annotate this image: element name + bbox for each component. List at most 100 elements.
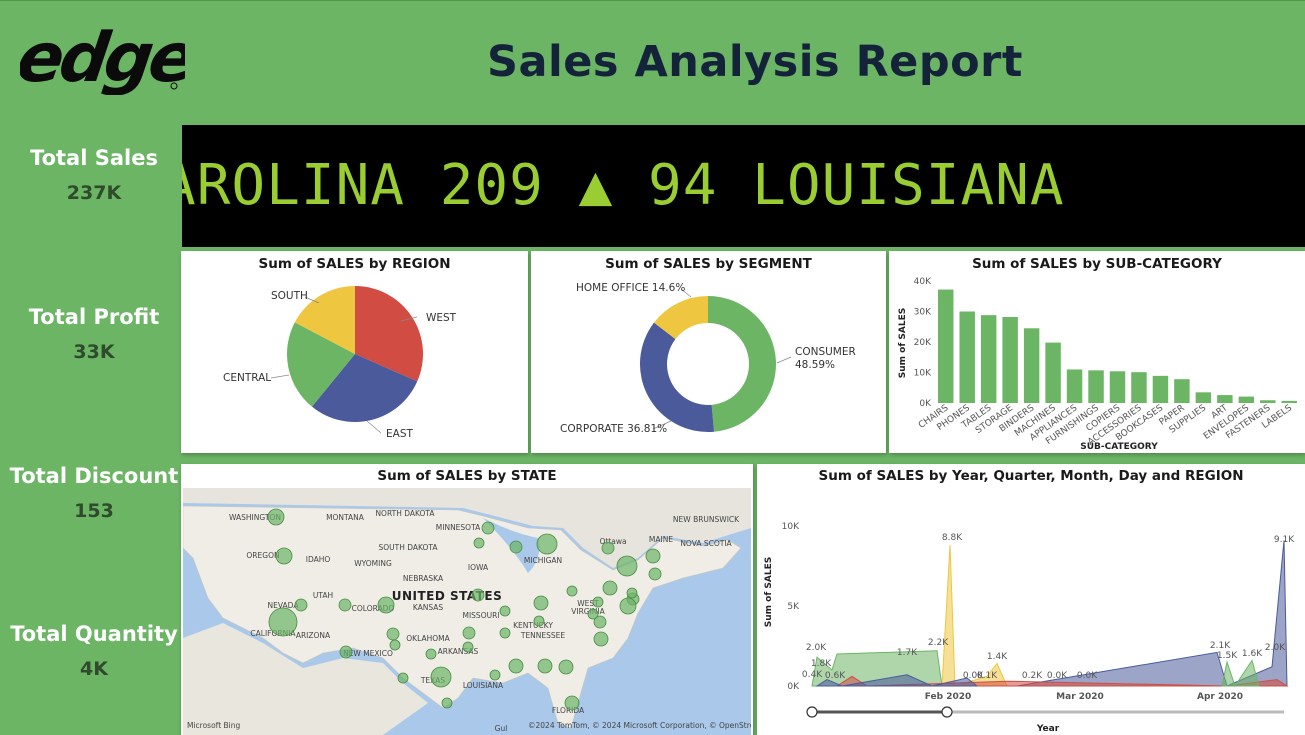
state-bubble[interactable] bbox=[471, 588, 485, 602]
bar-furnishings[interactable] bbox=[1088, 370, 1104, 403]
bar-binders[interactable] bbox=[1023, 328, 1040, 403]
state-bubble[interactable] bbox=[587, 608, 599, 620]
state-bubble[interactable] bbox=[481, 521, 495, 535]
bar-machines[interactable] bbox=[1045, 342, 1061, 403]
area-series[interactable] bbox=[1221, 659, 1260, 688]
state-bubble[interactable] bbox=[601, 541, 615, 555]
bar-envelopes[interactable] bbox=[1238, 396, 1255, 403]
segment-donut-chart[interactable]: Sum of SALES by SEGMENT CONSUMER 48.59% CO… bbox=[531, 251, 886, 453]
state-bubble[interactable] bbox=[338, 598, 352, 612]
pie-slice-central[interactable] bbox=[287, 322, 355, 407]
state-ticker[interactable]: AROLINA 209 ▲ 94 LOUISIANA bbox=[182, 125, 1305, 247]
state-bubble[interactable] bbox=[533, 595, 549, 611]
state-bubble[interactable] bbox=[462, 626, 476, 640]
state-bubble[interactable] bbox=[558, 659, 574, 675]
leader-line bbox=[400, 316, 418, 322]
zoom-slider-handle[interactable] bbox=[806, 706, 818, 718]
state-bubble[interactable] bbox=[533, 615, 545, 627]
bar-copiers[interactable] bbox=[1109, 371, 1126, 403]
state-bubble[interactable] bbox=[645, 548, 661, 564]
map-label: LOUISIANA bbox=[463, 681, 504, 690]
state-bubble[interactable] bbox=[430, 666, 452, 688]
state-bubble[interactable] bbox=[648, 567, 662, 581]
bar-storage[interactable] bbox=[1002, 316, 1018, 403]
region-pie-chart[interactable]: Sum of SALES by REGION WEST EAST CENTRAL SO… bbox=[181, 251, 528, 453]
bar-labels[interactable] bbox=[1281, 400, 1297, 403]
map-label: OREGON bbox=[246, 551, 279, 560]
state-bubble[interactable] bbox=[377, 596, 395, 614]
state-bubble[interactable] bbox=[275, 547, 293, 565]
map-area[interactable]: WASHINGTON MONTANA NORTH DAKOTA MINNESOTA OR… bbox=[183, 488, 751, 735]
bar-paper[interactable] bbox=[1174, 379, 1190, 403]
data-label: 1.4K bbox=[987, 652, 1008, 662]
map-label: NEW BRUNSWICK bbox=[673, 515, 740, 524]
bar-supplies[interactable] bbox=[1195, 392, 1212, 403]
bar-accessories[interactable] bbox=[1131, 372, 1147, 403]
subcategory-bar-chart[interactable]: Sum of SALES by SUB-CATEGORY 0K 10K 20K 30K… bbox=[889, 251, 1305, 453]
state-bubble[interactable] bbox=[268, 607, 298, 637]
bar-chairs[interactable] bbox=[938, 289, 954, 403]
map-label: MISSOURI bbox=[462, 611, 499, 620]
state-bubble[interactable] bbox=[441, 697, 453, 709]
state-bubble[interactable] bbox=[389, 639, 401, 651]
donut-slice-home-office[interactable] bbox=[654, 296, 708, 340]
state-bubble[interactable] bbox=[499, 627, 511, 639]
pie-slice-south[interactable] bbox=[294, 286, 355, 354]
map-label: IOWA bbox=[468, 563, 489, 572]
state-bubble[interactable] bbox=[397, 672, 409, 684]
leader-line bbox=[776, 356, 792, 364]
state-bubble[interactable] bbox=[267, 508, 285, 526]
state-bubble[interactable] bbox=[473, 537, 485, 549]
state-bubble[interactable] bbox=[425, 648, 437, 660]
bar-tables[interactable] bbox=[980, 315, 997, 403]
state-bubble[interactable] bbox=[536, 533, 558, 555]
map-label: NEW MEXICO bbox=[343, 649, 393, 658]
pie-slice-east[interactable] bbox=[311, 354, 418, 422]
state-bubble[interactable] bbox=[499, 605, 511, 617]
zoom-slider-handle[interactable] bbox=[941, 706, 953, 718]
state-bubble[interactable] bbox=[616, 555, 638, 577]
donut-slice-consumer[interactable] bbox=[708, 296, 777, 432]
state-bubble[interactable] bbox=[593, 615, 607, 629]
bar-appliances[interactable] bbox=[1066, 369, 1083, 403]
kpi-label: Total Quantity bbox=[10, 622, 178, 646]
pie-slice-west[interactable] bbox=[355, 286, 423, 382]
state-bubble[interactable] bbox=[593, 631, 609, 647]
state-bubble[interactable] bbox=[462, 641, 474, 653]
state-bubble[interactable] bbox=[602, 580, 618, 596]
state-bubble[interactable] bbox=[592, 596, 604, 608]
kpi-total-sales[interactable]: Total Sales 237K bbox=[0, 146, 188, 204]
state-bubble[interactable] bbox=[489, 669, 501, 681]
donut-slice-corporate[interactable] bbox=[640, 322, 715, 432]
data-label: 2.0K bbox=[806, 643, 827, 653]
state-bubble[interactable] bbox=[566, 585, 578, 597]
bar-bookcases[interactable] bbox=[1152, 375, 1169, 403]
state-bubble[interactable] bbox=[619, 597, 637, 615]
state-bubble[interactable] bbox=[386, 627, 400, 641]
bar-art[interactable] bbox=[1217, 395, 1233, 403]
area-series[interactable] bbox=[1016, 540, 1288, 687]
y-axis-title: Sum of SALES bbox=[898, 308, 908, 378]
area-series[interactable] bbox=[941, 545, 1008, 687]
kpi-label: Total Profit bbox=[28, 305, 160, 329]
bar-fasteners[interactable] bbox=[1260, 400, 1276, 403]
state-bubble[interactable] bbox=[564, 695, 580, 711]
time-area-chart[interactable]: Sum of SALES by Year, Quarter, Month, Da… bbox=[757, 464, 1305, 735]
bar-phones[interactable] bbox=[959, 311, 975, 404]
kpi-total-profit[interactable]: Total Profit 33K bbox=[0, 305, 188, 363]
slice-label: SOUTH bbox=[271, 290, 308, 302]
data-label: 0.0K bbox=[1077, 671, 1098, 681]
state-bubble[interactable] bbox=[626, 587, 638, 599]
state-bubble[interactable] bbox=[294, 598, 308, 612]
state-bubble[interactable] bbox=[509, 540, 523, 554]
state-bubble[interactable] bbox=[537, 658, 553, 674]
data-label: 1.8K bbox=[811, 659, 832, 669]
state-bubble[interactable] bbox=[508, 658, 524, 674]
state-bubble[interactable] bbox=[339, 645, 353, 659]
kpi-total-quantity[interactable]: Total Quantity 4K bbox=[0, 622, 188, 680]
area-series[interactable] bbox=[815, 674, 979, 687]
kpi-total-discount[interactable]: Total Discount 153 bbox=[0, 464, 188, 522]
kpi-value: 33K bbox=[73, 341, 115, 363]
state-map-chart[interactable]: Sum of SALES by STATE WASHINGTON MONTANA N… bbox=[181, 464, 753, 735]
